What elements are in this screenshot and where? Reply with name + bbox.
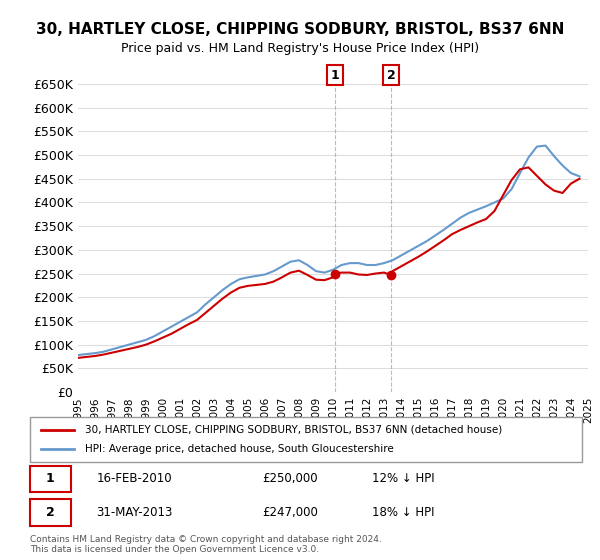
Text: 31-MAY-2013: 31-MAY-2013 (96, 506, 173, 519)
Text: 1: 1 (331, 69, 340, 82)
Text: 16-FEB-2010: 16-FEB-2010 (96, 473, 172, 486)
Text: £247,000: £247,000 (262, 506, 318, 519)
FancyBboxPatch shape (30, 465, 71, 492)
Text: Price paid vs. HM Land Registry's House Price Index (HPI): Price paid vs. HM Land Registry's House … (121, 42, 479, 55)
Text: HPI: Average price, detached house, South Gloucestershire: HPI: Average price, detached house, Sout… (85, 445, 394, 455)
FancyBboxPatch shape (30, 417, 582, 462)
Text: 2: 2 (387, 69, 395, 82)
Text: Contains HM Land Registry data © Crown copyright and database right 2024.
This d: Contains HM Land Registry data © Crown c… (30, 535, 382, 554)
Text: 12% ↓ HPI: 12% ↓ HPI (372, 473, 435, 486)
Text: 30, HARTLEY CLOSE, CHIPPING SODBURY, BRISTOL, BS37 6NN: 30, HARTLEY CLOSE, CHIPPING SODBURY, BRI… (36, 22, 564, 38)
Text: 18% ↓ HPI: 18% ↓ HPI (372, 506, 435, 519)
Text: 1: 1 (46, 473, 55, 486)
Text: 30, HARTLEY CLOSE, CHIPPING SODBURY, BRISTOL, BS37 6NN (detached house): 30, HARTLEY CLOSE, CHIPPING SODBURY, BRI… (85, 424, 502, 435)
Text: 2: 2 (46, 506, 55, 519)
FancyBboxPatch shape (30, 499, 71, 526)
Text: £250,000: £250,000 (262, 473, 317, 486)
